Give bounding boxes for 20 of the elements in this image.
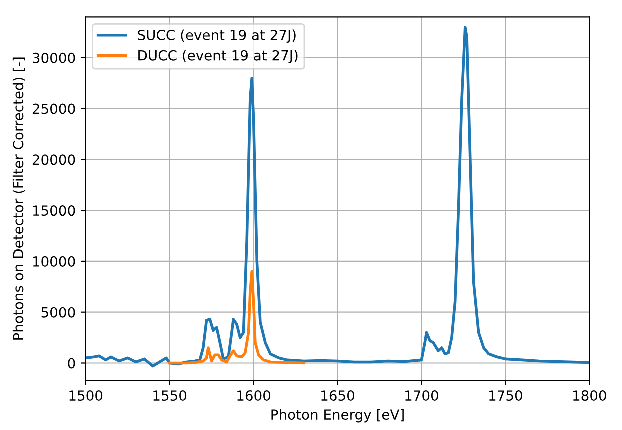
line-series: [86, 26, 590, 368]
x-tick-label: 1800: [574, 390, 606, 402]
y-tick-label: 10000: [33, 256, 76, 267]
legend-label: SUCC (event 19 at 27J): [138, 30, 296, 44]
y-tick-label: 25000: [32, 104, 76, 114]
y-tick-label: 20000: [32, 154, 76, 166]
x-tick-label: 1700: [406, 390, 438, 402]
x-tick-label: 1650: [322, 390, 354, 402]
x-tick-label: 1550: [154, 390, 187, 402]
x-axis-title: Photon Energy [eV]: [272, 409, 404, 423]
y-tick-label: 0: [68, 358, 76, 369]
y-tick-label: 30000: [32, 52, 76, 64]
x-tick-label: 1500: [70, 390, 103, 402]
x-tick-label: 1600: [238, 390, 271, 402]
x-tick-label: 1750: [490, 390, 522, 402]
y-tick-label: 15000: [33, 206, 76, 216]
legend-label: DUCC (event 19 at 27J): [138, 50, 298, 64]
line-series: [168, 270, 306, 365]
y-tick-label: 5000: [42, 307, 76, 318]
y-axis-title: Photons on Detector (Filter Corrected) [-]: [12, 58, 26, 340]
